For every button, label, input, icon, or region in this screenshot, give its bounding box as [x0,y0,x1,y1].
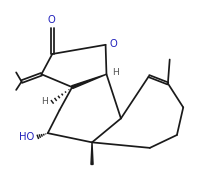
Text: O: O [110,39,117,49]
Polygon shape [72,74,107,88]
Text: O: O [48,15,55,25]
Text: H: H [112,68,119,77]
Text: H: H [41,97,48,106]
Text: HO: HO [19,132,34,142]
Polygon shape [91,142,93,164]
